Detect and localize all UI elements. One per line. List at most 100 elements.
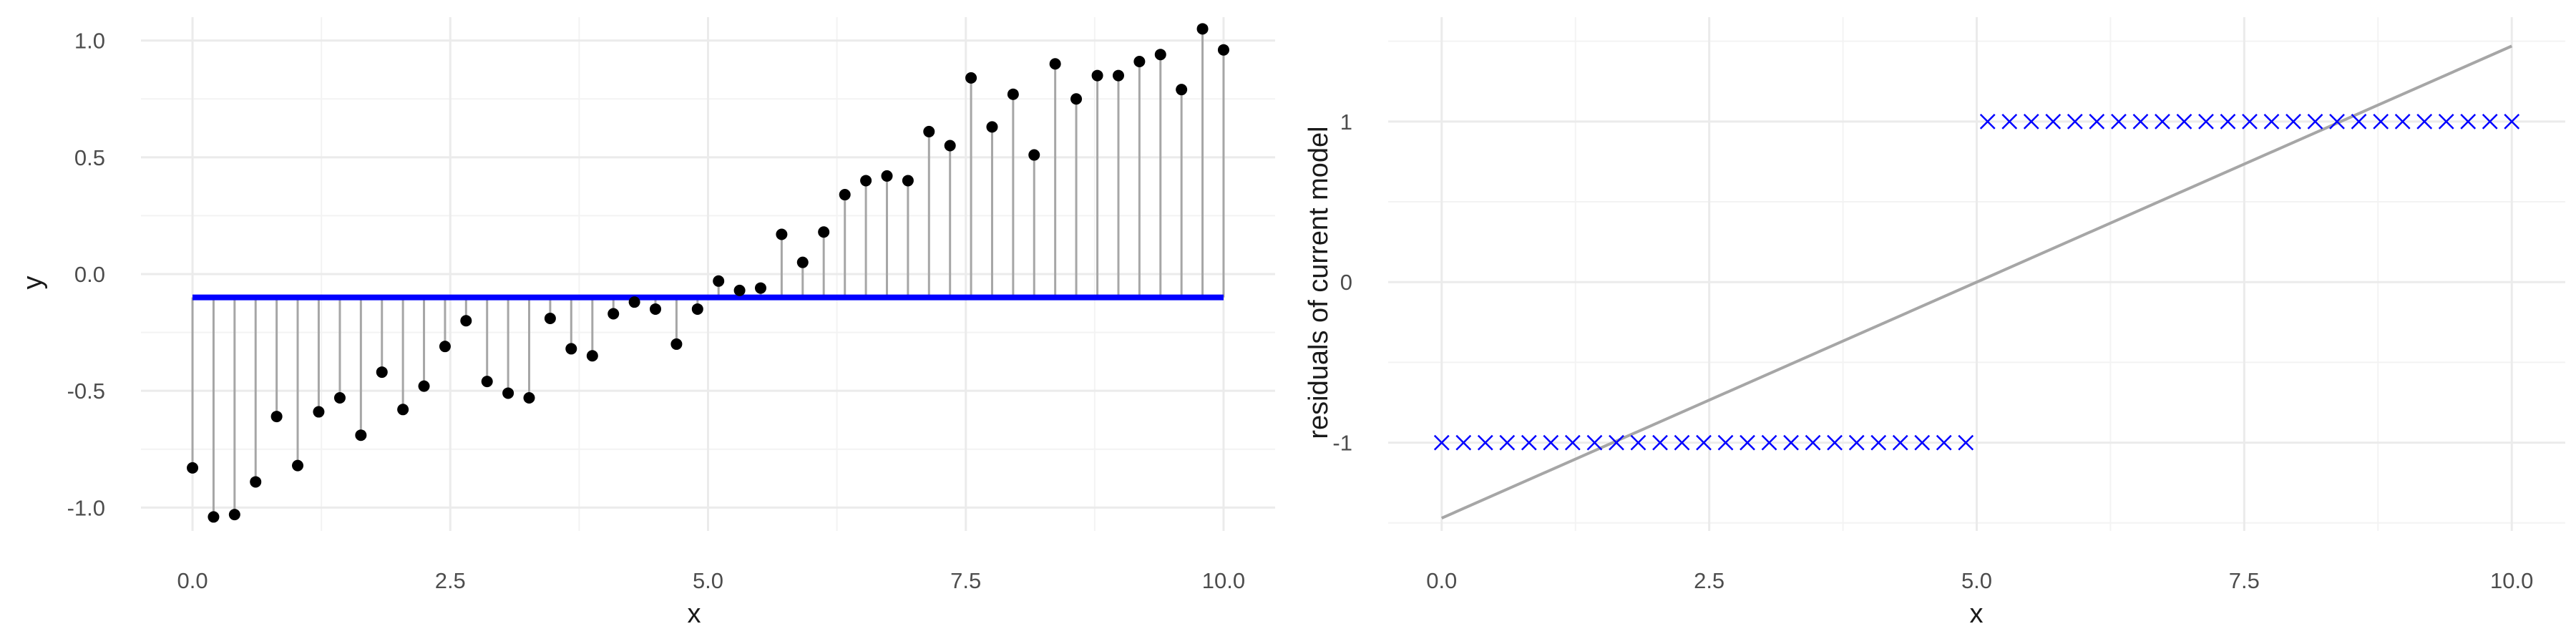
residual-marker — [2373, 113, 2389, 130]
data-point — [418, 380, 430, 392]
x-tick-label: 0.0 — [177, 568, 208, 593]
data-point — [439, 341, 451, 353]
x-tick-label: 7.5 — [950, 568, 981, 593]
grid — [141, 17, 1275, 531]
residual-marker — [2263, 113, 2280, 130]
data-point — [586, 350, 598, 362]
data-point — [565, 343, 577, 355]
x-tick-labels: 0.0 2.5 5.0 7.5 10.0 — [1426, 568, 2533, 593]
data-point — [292, 459, 304, 472]
residual-marker — [1455, 434, 1472, 451]
x-tick-label: 5.0 — [693, 568, 723, 593]
data-point — [670, 338, 683, 350]
data-point — [754, 282, 766, 294]
data-point — [270, 411, 283, 423]
residual-marker — [2132, 113, 2149, 130]
y-axis-title: y — [18, 276, 48, 290]
residual-marker — [2023, 113, 2039, 130]
residual-marker — [1914, 434, 1931, 451]
data-point — [1028, 149, 1040, 161]
residual-marker — [1783, 434, 1799, 451]
data-point — [860, 175, 872, 187]
residual-marker — [2045, 113, 2062, 130]
residual-marker — [1717, 434, 1734, 451]
data-point — [1112, 69, 1124, 82]
data-point — [460, 315, 472, 327]
residual-marker — [2111, 113, 2127, 130]
x-axis-title: x — [688, 599, 701, 629]
x-tick-labels: 0.0 2.5 5.0 7.5 10.0 — [177, 568, 1245, 593]
residual-marker — [2176, 113, 2192, 130]
data-point — [923, 125, 935, 137]
stem-lines — [191, 29, 1225, 517]
data-point — [1154, 49, 1166, 61]
data-point — [776, 228, 788, 240]
data-point — [523, 391, 535, 404]
y-tick-label: -0.5 — [67, 379, 105, 404]
residual-marker — [2351, 113, 2367, 130]
panel-y-vs-x: 0.0 2.5 5.0 7.5 10.0 -1.0 -0.5 0.0 0.5 1.0 x y — [18, 17, 1275, 629]
residual-marker — [2198, 113, 2214, 130]
residual-marker — [2482, 113, 2498, 130]
residual-marker — [2001, 113, 2018, 130]
residual-marker — [1827, 434, 1843, 451]
residual-marker — [1564, 434, 1581, 451]
x-tick-label: 2.5 — [435, 568, 466, 593]
y-tick-label: -1 — [1332, 431, 1352, 456]
residual-marker — [1848, 434, 1865, 451]
data-point — [796, 256, 809, 268]
data-point — [208, 511, 220, 523]
data-point — [502, 387, 514, 399]
residual-marker — [2220, 113, 2236, 130]
residual-marker — [2285, 113, 2301, 130]
data-point — [881, 170, 893, 182]
data-point — [965, 72, 977, 84]
residual-marker — [1805, 434, 1821, 451]
residual-marker — [1630, 434, 1646, 451]
y-tick-label: 0.5 — [74, 145, 105, 170]
grid — [1388, 17, 2565, 531]
data-point — [313, 406, 325, 418]
data-point — [250, 476, 262, 488]
residual-marker — [2416, 113, 2433, 130]
data-point — [691, 303, 703, 315]
residual-marker — [2307, 113, 2323, 130]
x-tick-label: 2.5 — [1694, 568, 1724, 593]
residual-marker — [1609, 434, 1624, 451]
y-axis-title: residuals of current model — [1304, 126, 1334, 439]
data-point — [1070, 93, 1083, 105]
residual-marker — [1543, 434, 1559, 451]
panel-residuals-vs-x: 0.0 2.5 5.0 7.5 10.0 -1 0 1 x residuals of cur… — [1304, 17, 2565, 629]
data-point — [986, 121, 998, 133]
residual-marker — [2329, 113, 2345, 130]
data-point — [902, 175, 914, 187]
residual-marker — [2438, 113, 2454, 130]
data-point — [228, 509, 240, 521]
residual-markers — [1433, 113, 2520, 451]
data-point — [1217, 44, 1229, 56]
x-tick-label: 10.0 — [1202, 568, 1245, 593]
residual-marker — [1674, 434, 1690, 451]
residual-marker — [2155, 113, 2170, 130]
y-tick-label: 1.0 — [74, 29, 105, 54]
residual-marker — [2504, 113, 2520, 130]
data-point — [608, 308, 620, 320]
data-point — [1176, 84, 1188, 96]
residual-marker — [2089, 113, 2105, 130]
residual-marker — [1696, 434, 1712, 451]
data-point — [333, 391, 346, 404]
data-point — [187, 462, 199, 474]
residual-marker — [1521, 434, 1537, 451]
data-points — [187, 23, 1229, 523]
data-point — [1007, 88, 1019, 100]
residual-marker — [1958, 434, 1974, 451]
data-point — [1196, 23, 1209, 35]
x-axis-title: x — [1970, 599, 1984, 629]
residual-marker — [1652, 434, 1668, 451]
residual-marker — [1870, 434, 1887, 451]
y-tick-label: 1 — [1340, 109, 1352, 135]
data-point — [1133, 56, 1146, 68]
x-tick-label: 7.5 — [2229, 568, 2260, 593]
data-point — [1049, 58, 1061, 70]
